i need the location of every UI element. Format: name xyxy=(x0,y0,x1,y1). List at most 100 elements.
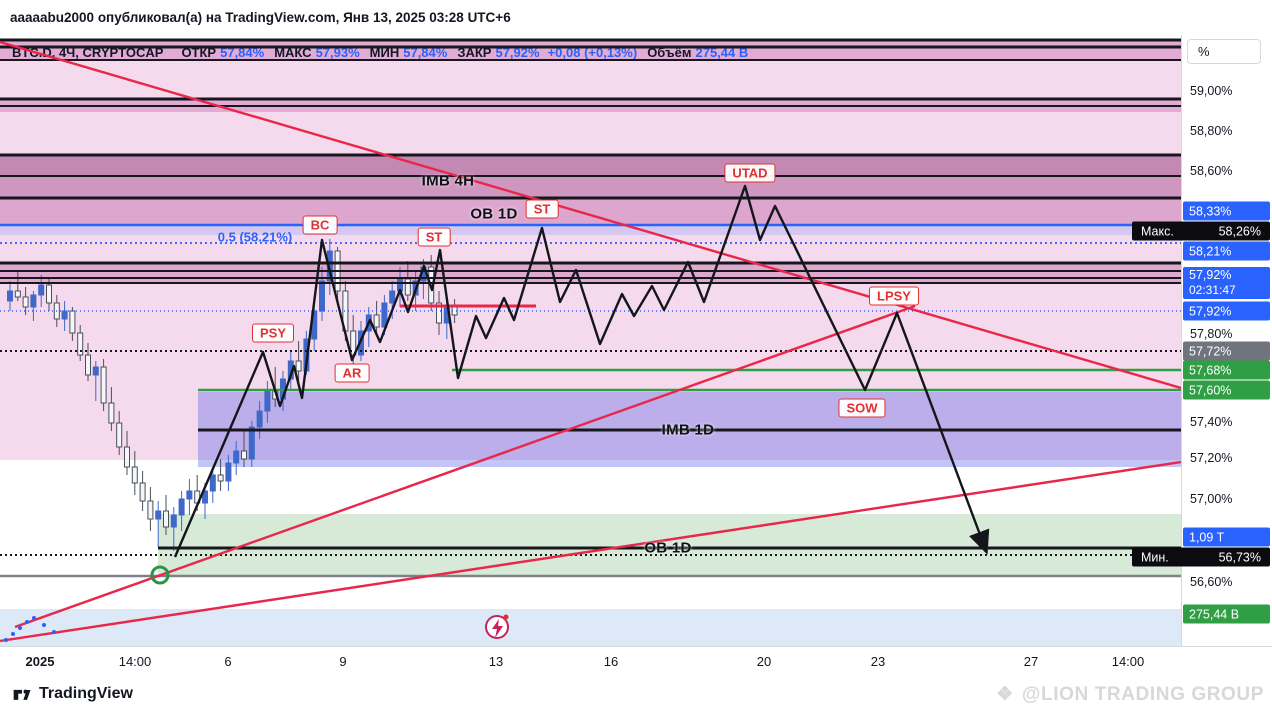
price-tick: 58,80% xyxy=(1190,124,1233,138)
ascending-support-steep xyxy=(14,304,916,629)
candle-body xyxy=(225,462,232,482)
volume-value: 275,44 B xyxy=(695,45,749,60)
unit-label: % xyxy=(1198,44,1210,59)
candle-body xyxy=(178,498,185,516)
price-tick: 59,00% xyxy=(1190,84,1233,98)
tradingview-brand-text: TradingView xyxy=(39,685,133,702)
candle-body xyxy=(373,314,380,328)
price-tick: 57,00% xyxy=(1190,492,1233,506)
time-tick: 16 xyxy=(603,654,619,669)
candle-body xyxy=(77,332,84,356)
price-tick: 56,60% xyxy=(1190,575,1233,589)
diamond-icon: ❖ xyxy=(996,684,1014,705)
imb-4h-zone-light xyxy=(0,176,1181,198)
ob-1d-top-zone xyxy=(0,198,1181,225)
candle-body xyxy=(30,294,37,308)
candle-body xyxy=(100,366,107,404)
publish-bar: aaaaabu2000 опубликовал(а) на TradingVie… xyxy=(0,0,1272,35)
chart-plot-area[interactable]: BTC.D, 4Ч, CRYPTOCAP ОТКР 57,84% МАКС 57… xyxy=(0,35,1181,646)
high-value: 57,93% xyxy=(315,45,360,60)
candle-body xyxy=(147,500,154,520)
change-value: +0,08 (+0,13%) xyxy=(547,45,638,60)
flash-event-icon[interactable] xyxy=(485,614,509,639)
candle-body xyxy=(22,296,29,308)
high-label: МАКС xyxy=(274,45,312,60)
volume-dot xyxy=(11,632,15,636)
footer-bar: TradingView ❖ @LION TRADING GROUP xyxy=(0,675,1272,715)
pink-band-top xyxy=(0,40,1181,60)
time-tick: 13 xyxy=(488,654,504,669)
watermark: ❖ @LION TRADING GROUP xyxy=(996,683,1264,706)
open-value: 57,84% xyxy=(220,45,265,60)
open-label: ОТКР xyxy=(181,45,217,60)
volume-dot xyxy=(4,638,8,642)
candle-body xyxy=(14,290,21,298)
candle-body xyxy=(108,402,115,424)
time-tick: 9 xyxy=(339,654,347,669)
candle-body xyxy=(163,510,169,528)
price-scale-unit-button[interactable]: % xyxy=(1187,39,1261,64)
candle-body xyxy=(264,390,271,412)
chart-drawing-layer xyxy=(0,38,1181,643)
ascending-support-shallow xyxy=(0,460,1181,643)
price-tick: 57,20% xyxy=(1190,451,1233,465)
candle-body xyxy=(436,302,442,324)
candle-body xyxy=(404,278,411,296)
candle-body xyxy=(7,290,13,302)
tradingview-logo-icon xyxy=(13,689,31,700)
price-tick: 57,80% xyxy=(1190,327,1233,341)
candle-body xyxy=(69,310,76,334)
candle-body xyxy=(186,490,193,500)
candle-body xyxy=(124,446,130,468)
candle-body xyxy=(209,474,216,492)
candle-body xyxy=(116,422,123,448)
candle-body xyxy=(46,284,52,304)
publish-text: aaaaabu2000 опубликовал(а) на TradingVie… xyxy=(10,10,511,25)
time-tick: 6 xyxy=(224,654,232,669)
volume-label: Объём xyxy=(647,45,692,60)
blue-level-strip xyxy=(0,225,1181,235)
volume-strip xyxy=(0,609,1181,646)
candle-body xyxy=(241,450,247,460)
candle-body xyxy=(295,360,302,372)
time-tick: 14:00 xyxy=(1111,654,1145,669)
candle-body xyxy=(85,354,91,376)
time-tick: 14:00 xyxy=(118,654,152,669)
lightning-bolt-icon xyxy=(492,619,503,638)
volume-dot xyxy=(52,630,56,634)
close-value: 57,92% xyxy=(495,45,540,60)
candle-body xyxy=(202,490,208,504)
time-tick: 23 xyxy=(870,654,886,669)
candle-body xyxy=(170,514,177,528)
candle-body xyxy=(389,290,396,304)
watermark-text: @LION TRADING GROUP xyxy=(1021,683,1264,705)
volume-dot xyxy=(18,626,22,630)
volume-dot xyxy=(42,623,46,627)
time-tick: 27 xyxy=(1023,654,1039,669)
candle-body xyxy=(381,302,388,328)
candle-body xyxy=(61,310,68,320)
candle-body xyxy=(256,410,263,428)
ob-1d-bottom-zone xyxy=(158,514,1181,577)
flash-dot xyxy=(503,614,509,620)
wyckoff-projection-path xyxy=(173,184,990,558)
candle-body xyxy=(319,280,325,312)
close-label: ЗАКР xyxy=(457,45,492,60)
volume-dot xyxy=(32,616,36,620)
volume-dot xyxy=(25,620,29,624)
candle-body xyxy=(38,284,45,296)
chart-background-layer xyxy=(0,40,1181,646)
low-value: 57,84% xyxy=(403,45,448,60)
imb-4h-zone-dark xyxy=(0,155,1181,176)
trendline-anchor-circle xyxy=(150,565,170,585)
time-tick: 20 xyxy=(756,654,772,669)
candle-body xyxy=(139,482,146,502)
candle-body xyxy=(233,450,240,464)
tradingview-brand[interactable]: TradingView xyxy=(12,684,133,704)
time-tick: 2025 xyxy=(25,654,55,669)
candle-body xyxy=(131,466,138,484)
price-axis[interactable]: 59,00% 58,80% 58,60% 57,80% 57,40% 57,20% 57,0… xyxy=(1181,35,1272,646)
low-label: МИН xyxy=(369,45,400,60)
time-axis[interactable]: 2025 14:00 6 9 13 16 20 23 27 14:00 xyxy=(0,646,1272,675)
